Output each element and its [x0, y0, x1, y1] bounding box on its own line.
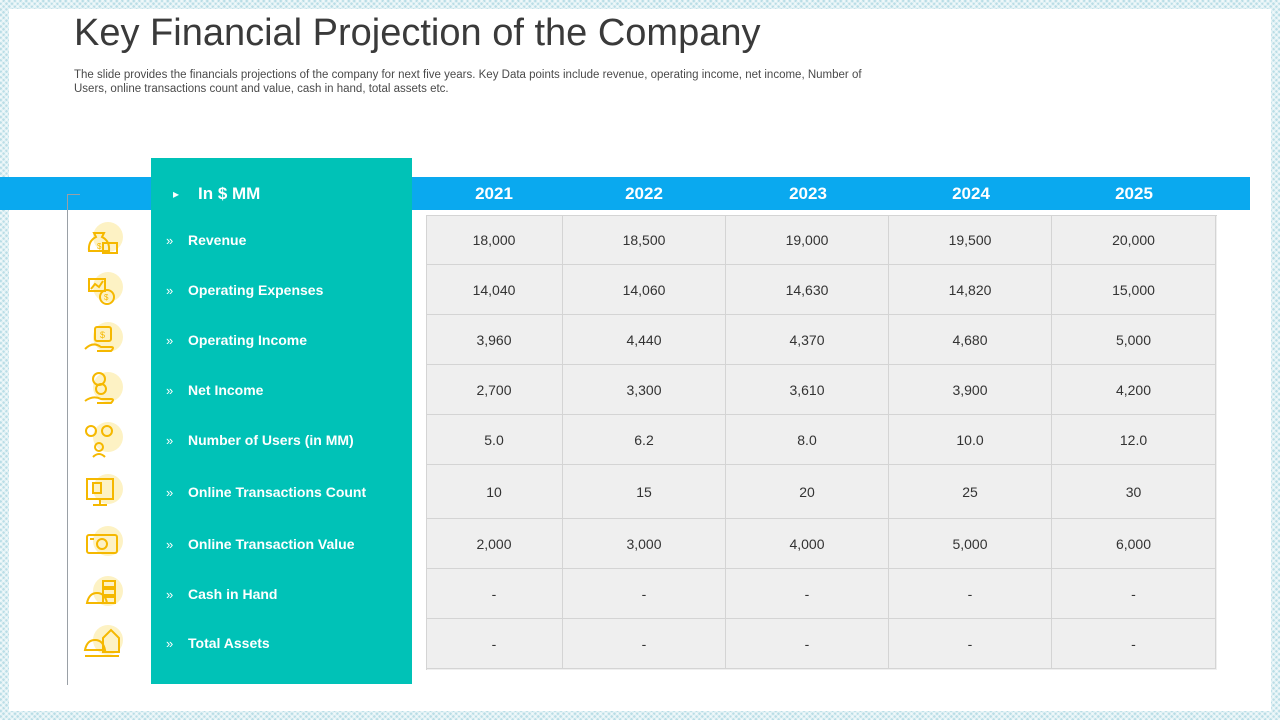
row-label-text: Online Transaction Value	[188, 536, 355, 552]
svg-text:$: $	[104, 293, 109, 302]
chevron-right-icon: »	[166, 383, 174, 398]
row-label-text: Total Assets	[188, 635, 270, 651]
row-label-5: » Online Transactions Count	[166, 484, 366, 500]
table-cell: 4,370	[726, 315, 889, 365]
unit-label: In $ MM	[198, 184, 261, 203]
values-grid	[426, 215, 1217, 670]
table-cell: 4,440	[563, 315, 726, 365]
hand-money-icon: $	[81, 319, 125, 363]
svg-text:$: $	[97, 242, 102, 251]
row-label-6: » Online Transaction Value	[166, 536, 355, 552]
users-gear-icon	[81, 419, 125, 463]
hand-coins-icon	[81, 369, 125, 413]
chevron-right-icon: »	[166, 283, 174, 298]
table-cell: 3,000	[563, 519, 726, 569]
chevron-right-icon: »	[166, 537, 174, 552]
table-cell: -	[889, 619, 1052, 669]
cash-icon	[81, 523, 125, 567]
table-cell: 19,500	[889, 215, 1052, 265]
label-panel	[151, 158, 412, 684]
year-2022: 2022	[625, 184, 663, 203]
row-label-text: Operating Income	[188, 332, 308, 348]
table-cell: 3,300	[563, 365, 726, 415]
table-cell: -	[1052, 619, 1216, 669]
table-cell: 25	[889, 465, 1052, 519]
table-cell: 18,500	[563, 215, 726, 265]
row-label-8: » Total Assets	[166, 635, 270, 651]
table-cell: 30	[1052, 465, 1216, 519]
table-cell: 4,000	[726, 519, 889, 569]
table-cell: 20,000	[1052, 215, 1216, 265]
table-cell: 5,000	[1052, 315, 1216, 365]
table-cell: 3,960	[426, 315, 563, 365]
table-cell: -	[426, 619, 563, 669]
table-cell: 10	[426, 465, 563, 519]
row-label-text: Online Transactions Count	[188, 484, 367, 500]
year-2025: 2025	[1115, 184, 1153, 203]
table-cell: 14,630	[726, 265, 889, 315]
table-cell: 19,000	[726, 215, 889, 265]
table-cell: 5.0	[426, 415, 563, 465]
table-cell: 4,680	[889, 315, 1052, 365]
row-label-1: » Operating Expenses	[166, 282, 323, 298]
year-2024: 2024	[952, 184, 990, 203]
table-cell: -	[563, 619, 726, 669]
svg-text:$: $	[100, 330, 105, 340]
connector-line	[67, 194, 80, 685]
table-cell: 12.0	[1052, 415, 1216, 465]
table-cell: 2,000	[426, 519, 563, 569]
table-cell: -	[563, 569, 726, 619]
asset-house-icon	[81, 622, 125, 666]
chevron-right-icon: »	[166, 636, 174, 651]
row-label-3: » Net Income	[166, 382, 263, 398]
table-cell: 15	[563, 465, 726, 519]
row-label-text: Revenue	[188, 232, 247, 248]
table-cell: 20	[726, 465, 889, 519]
table-cell: -	[426, 569, 563, 619]
monitor-icon	[81, 471, 125, 515]
table-cell: 18,000	[426, 215, 563, 265]
table-cell: -	[726, 619, 889, 669]
chevron-right-icon: »	[166, 587, 174, 602]
expenses-chart-coin-icon: $	[81, 269, 125, 313]
page-title: Key Financial Projection of the Company	[74, 12, 761, 54]
coin-stack-icon	[81, 573, 125, 617]
row-label-4: » Number of Users (in MM)	[166, 432, 354, 448]
chevron-right-icon: »	[166, 233, 174, 248]
row-label-text: Number of Users (in MM)	[188, 432, 354, 448]
row-label-text: Operating Expenses	[188, 282, 324, 298]
table-cell: 6.2	[563, 415, 726, 465]
row-label-text: Net Income	[188, 382, 264, 398]
table-cell: 3,900	[889, 365, 1052, 415]
table-cell: 2,700	[426, 365, 563, 415]
chevron-right-icon: »	[166, 485, 174, 500]
year-2023: 2023	[789, 184, 827, 203]
table-cell: -	[1052, 569, 1216, 619]
table-cell: -	[726, 569, 889, 619]
table-cell: 4,200	[1052, 365, 1216, 415]
row-label-text: Cash in Hand	[188, 586, 278, 602]
table-cell: 5,000	[889, 519, 1052, 569]
table-cell: 15,000	[1052, 265, 1216, 315]
table-cell: 10.0	[889, 415, 1052, 465]
table-cell: -	[889, 569, 1052, 619]
table-cell: 6,000	[1052, 519, 1216, 569]
row-label-0: » Revenue	[166, 232, 246, 248]
table-cell: 8.0	[726, 415, 889, 465]
table-cell: 14,060	[563, 265, 726, 315]
table-cell: 14,040	[426, 265, 563, 315]
row-label-2: » Operating Income	[166, 332, 307, 348]
row-label-7: » Cash in Hand	[166, 586, 277, 602]
table-cell: 14,820	[889, 265, 1052, 315]
chevron-right-icon: »	[166, 433, 174, 448]
year-2021: 2021	[475, 184, 513, 203]
arrow-right-icon: ▸	[173, 187, 180, 201]
chevron-right-icon: »	[166, 333, 174, 348]
money-bag-icon: $	[81, 219, 125, 263]
page-subtitle: The slide provides the financials projec…	[74, 69, 862, 95]
table-cell: 3,610	[726, 365, 889, 415]
